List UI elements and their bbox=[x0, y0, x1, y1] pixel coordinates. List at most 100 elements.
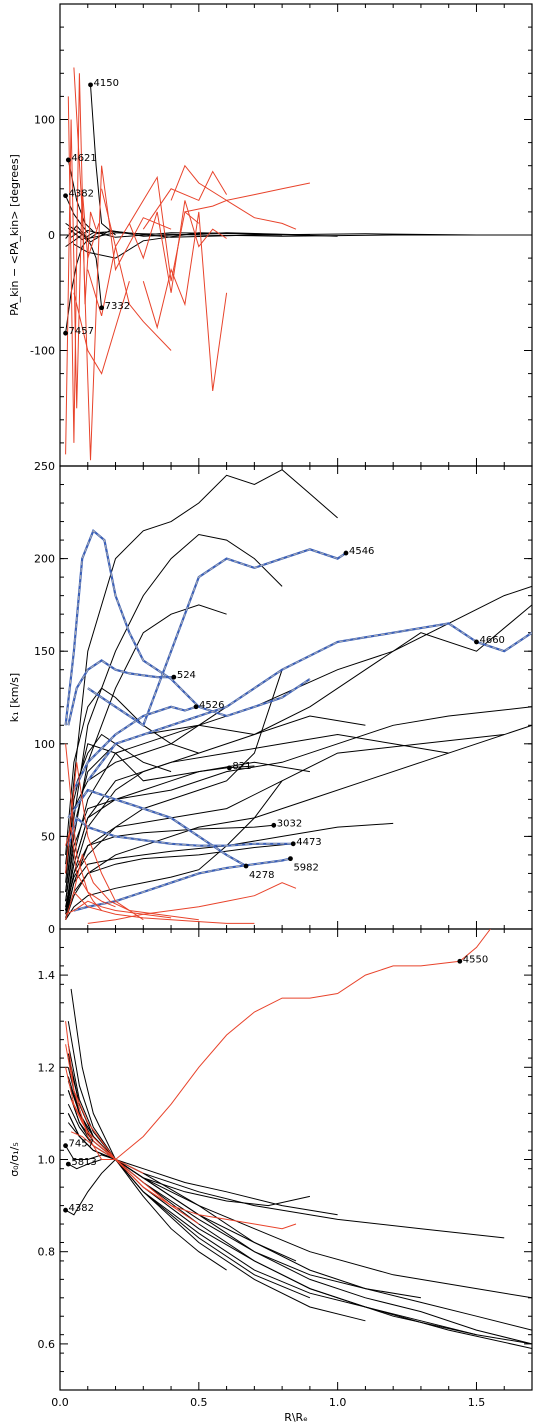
galaxy-label: 7332 bbox=[105, 301, 130, 312]
galaxy-label: 4550 bbox=[463, 954, 488, 965]
galaxy-label: 4278 bbox=[249, 870, 274, 881]
series-line-black bbox=[65, 604, 532, 915]
series-line-black bbox=[65, 843, 294, 919]
series-line-red bbox=[87, 882, 297, 924]
series-line-red bbox=[65, 853, 199, 921]
series-line-blue-dash bbox=[87, 622, 532, 782]
galaxy-label: 3032 bbox=[277, 818, 302, 829]
x-axis-title: R\Rₑ bbox=[284, 1411, 308, 1424]
series-line-black bbox=[65, 734, 505, 920]
y-tick-label: 0 bbox=[48, 923, 55, 936]
panel-1: -100 0 100 PA_kin − <PA_kin> [degrees] 4150 4… bbox=[8, 3, 533, 467]
series-line-red bbox=[101, 175, 200, 282]
galaxy-marker bbox=[226, 765, 232, 771]
series-line-black bbox=[65, 822, 394, 915]
panel-2: 0 50 100 150 200 250 k₁ [km/s] 4546 4660 524 4526 8… bbox=[8, 460, 533, 936]
series-line-blue-dash bbox=[67, 789, 247, 867]
galaxy-marker bbox=[99, 305, 105, 311]
series-line-red bbox=[184, 199, 297, 230]
y-tick-label: 0.8 bbox=[38, 1246, 56, 1259]
galaxy-label: 524 bbox=[177, 670, 196, 681]
series-line-black bbox=[65, 780, 283, 920]
galaxy-marker bbox=[171, 674, 177, 680]
series-line-red bbox=[65, 826, 116, 908]
series-line-red bbox=[73, 891, 255, 924]
series-line-black bbox=[67, 1067, 532, 1349]
series-line-black bbox=[67, 1021, 227, 1271]
series-line-red bbox=[73, 67, 172, 461]
y-tick-label: 150 bbox=[34, 645, 55, 658]
x-tick-label: 0.0 bbox=[51, 1396, 69, 1409]
y-tick-label: 100 bbox=[34, 114, 55, 127]
galaxy-marker bbox=[193, 704, 199, 710]
series-line-black bbox=[67, 1090, 532, 1299]
series-line-red bbox=[142, 170, 228, 230]
galaxy-marker bbox=[243, 863, 249, 869]
series-group bbox=[64, 469, 532, 924]
galaxy-label: 4526 bbox=[199, 700, 224, 711]
series-line-blue-dash bbox=[73, 858, 291, 911]
series-line-red bbox=[67, 73, 97, 443]
galaxy-marker bbox=[63, 1207, 68, 1213]
y-tick-label: 50 bbox=[41, 830, 55, 843]
series-line-red bbox=[128, 200, 227, 293]
series-line-black bbox=[73, 232, 283, 259]
series-line-black bbox=[65, 733, 449, 911]
panel-3: 0.6 0.8 1.0 1.2 1.4 0.0 0.5 1.0 1.5 R\Rₑ σ₀/σ₁/₅ 45… bbox=[8, 928, 533, 1424]
y-tick-label: 250 bbox=[34, 460, 55, 473]
series-line-black bbox=[67, 1122, 421, 1299]
y-tick-label: 200 bbox=[34, 553, 55, 566]
galaxy-marker bbox=[343, 550, 349, 556]
series-line-blue-dash bbox=[73, 706, 197, 791]
galaxy-label: 5982 bbox=[293, 863, 318, 874]
y-axis-title: PA_kin − <PA_kin> [degrees] bbox=[8, 154, 21, 316]
series-line-black bbox=[67, 1076, 532, 1331]
series-line-blue-dash bbox=[65, 529, 311, 726]
galaxy-marker bbox=[474, 639, 479, 645]
series-line-red bbox=[170, 164, 311, 201]
galaxy-label: 4660 bbox=[479, 635, 504, 646]
galaxy-marker bbox=[88, 82, 93, 88]
series-line-black bbox=[67, 1090, 297, 1262]
galaxy-label: 821 bbox=[232, 761, 251, 772]
series-line-blue-dash bbox=[67, 817, 294, 847]
y-tick-label: 1.4 bbox=[38, 969, 56, 982]
series-line-black bbox=[65, 1159, 116, 1216]
series-line-red bbox=[65, 743, 102, 911]
series-group bbox=[65, 67, 532, 461]
series-line-black bbox=[65, 765, 255, 902]
series-line-black bbox=[65, 222, 532, 240]
galaxy-label: 4382 bbox=[69, 1203, 94, 1214]
series-line-red bbox=[65, 1067, 144, 1174]
series-line-black bbox=[67, 1044, 366, 1322]
series-line-black bbox=[65, 604, 227, 902]
series-line-blue-dash bbox=[67, 659, 174, 726]
series-line-black bbox=[65, 687, 199, 855]
series-line-black bbox=[67, 1080, 477, 1336]
galaxy-label: 4546 bbox=[349, 546, 374, 557]
series-line-red bbox=[65, 762, 144, 921]
galaxy-marker bbox=[63, 1143, 68, 1149]
galaxy-label: 7457 bbox=[69, 1139, 94, 1150]
series-line-red bbox=[73, 281, 130, 375]
y-tick-label: 1.2 bbox=[38, 1061, 56, 1074]
galaxy-label: 4621 bbox=[71, 153, 96, 164]
galaxy-marker bbox=[63, 193, 68, 199]
series-line-black bbox=[65, 1145, 116, 1160]
y-tick-label: -100 bbox=[30, 345, 55, 358]
galaxy-marker bbox=[63, 330, 68, 336]
galaxy-marker bbox=[65, 157, 71, 163]
series-line-black bbox=[65, 706, 227, 874]
galaxy-marker bbox=[288, 856, 293, 862]
series-line-blue bbox=[87, 548, 347, 727]
galaxy-label: 5813 bbox=[71, 1157, 96, 1168]
galaxy-label: 7457 bbox=[69, 326, 94, 337]
series-line-black bbox=[67, 1103, 505, 1239]
galaxy-marker bbox=[290, 841, 296, 847]
x-tick-label: 0.5 bbox=[190, 1396, 208, 1409]
galaxy-label: 4473 bbox=[296, 837, 321, 848]
series-line-black bbox=[67, 1113, 532, 1345]
series-line-red bbox=[65, 929, 491, 1160]
y-tick-label: 0.6 bbox=[38, 1338, 56, 1351]
